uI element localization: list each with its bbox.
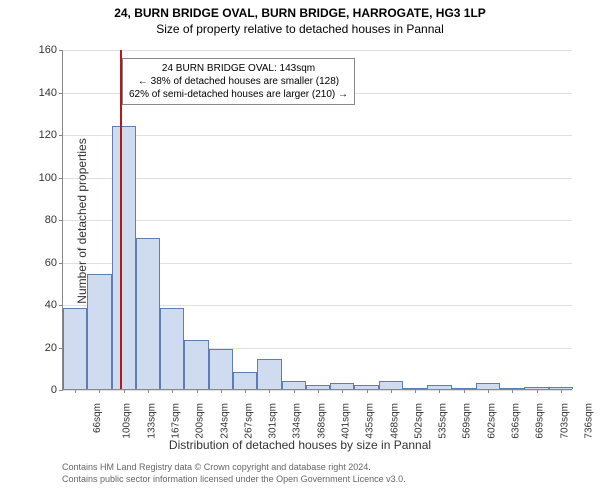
x-tick-label: 502sqm xyxy=(410,403,424,439)
info-box: 24 BURN BRIDGE OVAL: 143sqm← 38% of deta… xyxy=(122,58,355,105)
y-tick-mark xyxy=(59,178,63,179)
x-tick-mark xyxy=(221,389,222,393)
x-tick-mark xyxy=(294,389,295,393)
x-tick-label: 636sqm xyxy=(508,403,522,439)
x-tick-label: 133sqm xyxy=(143,403,157,439)
histogram-bar xyxy=(87,274,111,389)
x-tick-mark xyxy=(124,389,125,393)
x-tick-label: 468sqm xyxy=(386,403,400,439)
x-tick-mark xyxy=(415,389,416,393)
x-tick-mark xyxy=(148,389,149,393)
histogram-bar xyxy=(136,238,160,389)
y-tick-mark xyxy=(59,135,63,136)
x-tick-label: 167sqm xyxy=(168,403,182,439)
x-tick-label: 435sqm xyxy=(362,403,376,439)
x-tick-mark xyxy=(75,389,76,393)
x-tick-label: 569sqm xyxy=(459,403,473,439)
x-tick-label: 200sqm xyxy=(192,403,206,439)
y-tick-mark xyxy=(59,93,63,94)
footer-line2: Contains public sector information licen… xyxy=(62,474,406,486)
footer-attribution: Contains HM Land Registry data © Crown c… xyxy=(62,462,406,485)
x-tick-label: 736sqm xyxy=(580,403,594,439)
info-box-line3: 62% of semi-detached houses are larger (… xyxy=(129,88,348,101)
x-tick-mark xyxy=(537,389,538,393)
histogram-bar xyxy=(257,359,281,389)
info-box-line1: 24 BURN BRIDGE OVAL: 143sqm xyxy=(129,62,348,75)
x-tick-mark xyxy=(439,389,440,393)
x-tick-mark xyxy=(269,389,270,393)
x-tick-label: 401sqm xyxy=(338,403,352,439)
y-axis-title: Number of detached properties xyxy=(75,71,89,371)
histogram-bar xyxy=(282,381,306,390)
x-tick-label: 669sqm xyxy=(532,403,546,439)
x-axis-title: Distribution of detached houses by size … xyxy=(0,438,600,452)
x-tick-mark xyxy=(367,389,368,393)
x-tick-mark xyxy=(318,389,319,393)
x-tick-mark xyxy=(391,389,392,393)
info-box-line2: ← 38% of detached houses are smaller (12… xyxy=(129,75,348,88)
x-tick-label: 66sqm xyxy=(89,403,103,433)
chart-title-line2: Size of property relative to detached ho… xyxy=(0,22,600,36)
x-tick-mark xyxy=(99,389,100,393)
histogram-bar xyxy=(379,381,403,390)
y-tick-mark xyxy=(59,390,63,391)
x-tick-label: 334sqm xyxy=(289,403,303,439)
grid-line xyxy=(63,135,572,136)
x-tick-label: 234sqm xyxy=(216,403,230,439)
x-tick-mark xyxy=(488,389,489,393)
footer-line1: Contains HM Land Registry data © Crown c… xyxy=(62,462,406,474)
histogram-bar xyxy=(233,372,257,389)
histogram-bar xyxy=(112,126,136,390)
y-tick-mark xyxy=(59,50,63,51)
histogram-bar xyxy=(209,349,233,389)
histogram-bar xyxy=(160,308,184,389)
x-tick-mark xyxy=(512,389,513,393)
x-tick-label: 267sqm xyxy=(240,403,254,439)
x-tick-label: 100sqm xyxy=(119,403,133,439)
x-tick-mark xyxy=(464,389,465,393)
x-tick-label: 602sqm xyxy=(483,403,497,439)
grid-line xyxy=(63,50,572,51)
x-tick-label: 535sqm xyxy=(435,403,449,439)
x-tick-label: 301sqm xyxy=(265,403,279,439)
chart-title-line1: 24, BURN BRIDGE OVAL, BURN BRIDGE, HARRO… xyxy=(0,6,600,20)
x-tick-mark xyxy=(342,389,343,393)
x-tick-mark xyxy=(197,389,198,393)
y-tick-mark xyxy=(59,263,63,264)
x-tick-mark xyxy=(172,389,173,393)
x-tick-mark xyxy=(561,389,562,393)
x-tick-label: 368sqm xyxy=(313,403,327,439)
x-tick-mark xyxy=(245,389,246,393)
grid-line xyxy=(63,220,572,221)
y-tick-mark xyxy=(59,220,63,221)
histogram-bar xyxy=(184,340,208,389)
grid-line xyxy=(63,178,572,179)
x-tick-label: 703sqm xyxy=(556,403,570,439)
y-tick-mark xyxy=(59,305,63,306)
